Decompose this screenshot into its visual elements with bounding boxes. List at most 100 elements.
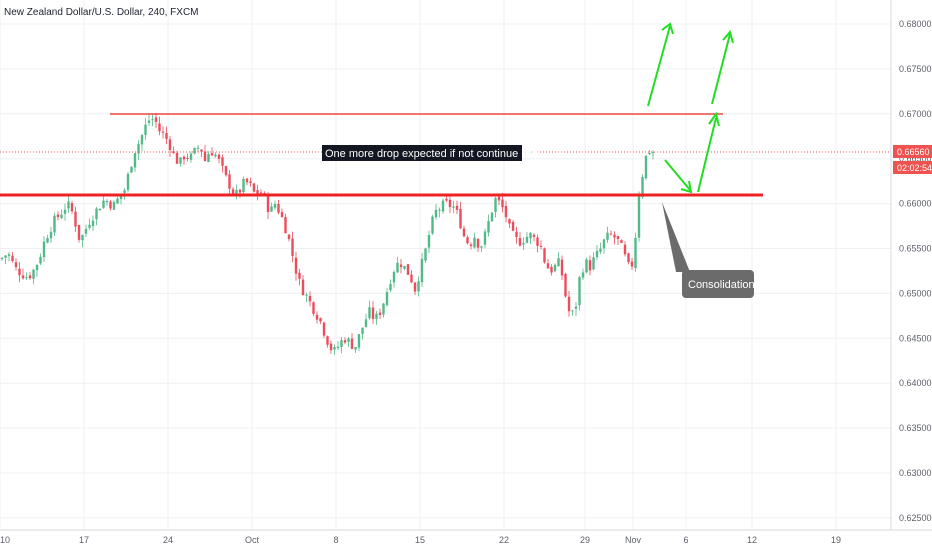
projection-arrows[interactable] [647,22,734,194]
x-axis[interactable]: 10 17 24 Oct 8 15 22 29 Nov 6 12 19 [0,535,841,545]
candle-body [539,245,543,248]
candle-body [326,336,329,345]
candle-body [574,306,578,309]
candle-body [634,237,637,269]
candle-body [63,209,67,214]
candle-body [431,216,434,234]
candle-body [340,340,343,348]
candle-body [133,153,137,168]
candle-body [644,155,648,179]
candle-body [53,215,56,233]
x-tick-label: 15 [415,535,425,545]
candle-body [543,248,546,263]
candle-body [298,272,301,279]
candle-body [98,208,102,211]
candle-body [28,275,32,279]
candle-body [627,253,630,263]
candle-body [217,154,221,159]
candle-body [256,190,259,194]
candle-body [67,201,70,209]
candle-body [273,204,277,208]
candle-body [609,233,613,235]
candle-body [637,196,641,238]
candle-body [322,322,326,336]
candle-body [525,236,529,243]
x-tick-label: 10 [0,535,10,545]
candle-body [144,124,147,136]
candle-body [427,234,431,248]
y-tick-label: 0.65500 [899,244,932,254]
candle-body [319,318,322,322]
countdown-value: 02:02:54 [897,163,932,173]
candle-body [347,338,350,342]
arrow-up-2 [711,33,731,105]
y-tick-label: 0.67500 [899,64,932,74]
candle-body [228,174,231,189]
candle-body [308,295,312,302]
annotation-drop[interactable]: One more drop expected if not continue b… [322,145,540,161]
candle-body [392,271,396,283]
candle-body [123,190,126,193]
candle-body [315,314,319,320]
candle-body [287,234,291,240]
candle-body [42,241,46,258]
annotation-consolidation-text: Consolidation [688,279,755,291]
candle-body [357,334,361,348]
candle-body [354,347,357,350]
grid [0,0,891,530]
candle-body [203,151,207,161]
candle-body [361,327,364,334]
candle-body [56,214,60,218]
candle-body [599,248,602,252]
candle-body [581,272,585,278]
annotation-consolidation[interactable]: Consolidation [662,202,755,298]
candle-body [511,221,515,231]
candle-body [382,303,385,315]
candle-body [126,173,130,190]
candle-body [410,274,413,283]
candle-body [224,166,228,176]
candle-body [630,261,634,267]
candle-body [200,149,203,152]
candle-body [616,236,620,239]
x-tick-label: 17 [79,535,89,545]
candle-body [18,268,21,276]
candle-body [35,264,39,271]
candle-body [81,235,84,241]
y-tick-label: 0.66000 [899,199,932,209]
candle-body [11,255,14,262]
candle-body [595,250,599,258]
candle-body [364,319,368,327]
y-tick-label: 0.64500 [899,333,932,343]
candle-body [389,283,392,291]
candle-body [641,177,644,198]
candle-body [245,178,249,183]
candle-body [553,264,557,272]
y-axis[interactable]: 0.68000 0.67500 0.67000 0.66500 0.66000 0.655… [899,19,932,523]
candle-body [49,231,53,239]
candle-body [368,307,371,319]
x-tick-label: Oct [245,535,260,545]
candle-body [378,312,382,315]
candle-body [560,259,564,276]
candle-body [182,156,186,160]
candle-body [277,203,280,213]
candle-body [592,257,595,270]
candle-body [333,347,336,350]
candle-body [249,181,252,184]
y-tick-label: 0.67000 [899,109,932,119]
arrowhead-down [680,180,693,194]
candle-body [231,189,235,195]
x-tick-label: 12 [747,535,757,545]
candle-body [91,220,95,227]
candle-body [151,119,154,121]
candle-body [46,238,49,243]
candle-body [532,234,536,237]
candle-body [462,228,466,237]
candle-body [39,256,42,264]
candle-body [466,237,469,244]
candle-body [497,196,501,201]
candle-body [522,242,525,245]
candle-body [350,338,354,349]
